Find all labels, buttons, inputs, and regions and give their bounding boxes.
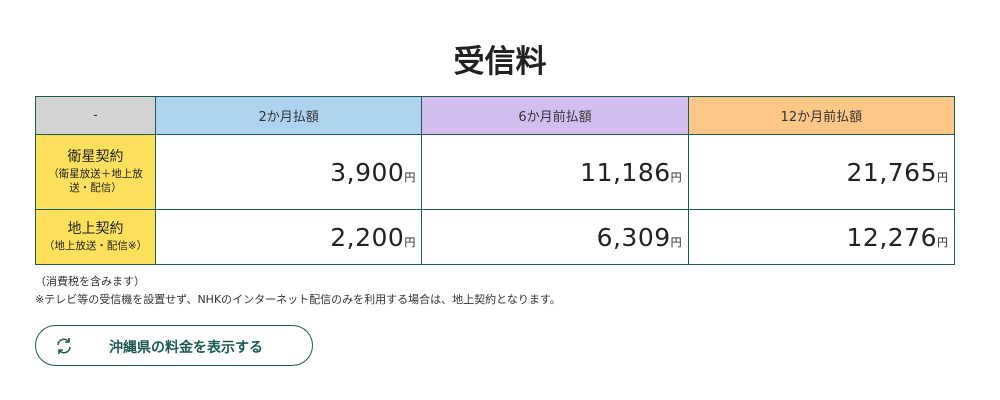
yen-unit: 円 xyxy=(670,235,682,249)
refresh-icon xyxy=(57,338,71,354)
tax-note: （消費税を含みます） xyxy=(35,275,145,288)
header-2-month: 2か月払額 xyxy=(154,96,423,135)
price-cell: 2,200円 xyxy=(154,209,423,265)
fee-table: - 2か月払額 6か月前払額 12か月前払額 衛星契約 （衛星放送＋地上放送・配… xyxy=(35,96,956,265)
price-cell: 21,765円 xyxy=(687,134,956,210)
notes: （消費税を含みます） ※テレビ等の受信機を設置せず、NHKのインターネット配信の… xyxy=(35,273,561,309)
yen-unit: 円 xyxy=(670,170,682,184)
table-row: 衛星契約 （衛星放送＋地上放送・配信） 3,900円 11,186円 21,76… xyxy=(35,134,956,210)
price-value: 6,309 xyxy=(596,222,671,252)
price-cell: 12,276円 xyxy=(687,209,956,265)
yen-unit: 円 xyxy=(404,170,416,184)
header-12-month: 12か月前払額 xyxy=(687,96,956,135)
yen-unit: 円 xyxy=(937,170,948,184)
button-label: 沖縄県の料金を表示する xyxy=(109,340,263,356)
price-value: 11,186 xyxy=(580,157,671,187)
row-label: 衛星契約 xyxy=(67,149,124,166)
row-label: 地上契約 xyxy=(67,221,124,238)
row-label-satellite: 衛星契約 （衛星放送＋地上放送・配信） xyxy=(35,134,156,210)
table-header-row: - 2か月払額 6か月前払額 12か月前払額 xyxy=(35,96,956,135)
header-6-month: 6か月前払額 xyxy=(421,96,689,135)
price-value: 21,765 xyxy=(846,157,937,187)
row-label-terrestrial: 地上契約 （地上放送・配信※） xyxy=(35,209,156,265)
price-cell: 6,309円 xyxy=(421,209,689,265)
header-blank: - xyxy=(35,96,156,135)
table-row: 地上契約 （地上放送・配信※） 2,200円 6,309円 12,276円 xyxy=(35,209,956,265)
price-cell: 3,900円 xyxy=(154,134,423,210)
price-value: 3,900 xyxy=(330,157,405,187)
price-value: 12,276 xyxy=(846,222,937,252)
row-sublabel: （地上放送・配信※） xyxy=(43,240,148,253)
internet-note: ※テレビ等の受信機を設置せず、NHKのインターネット配信のみを利用する場合は、地… xyxy=(35,293,561,306)
price-value: 2,200 xyxy=(330,222,405,252)
show-okinawa-fees-button[interactable]: 沖縄県の料金を表示する xyxy=(35,325,313,366)
yen-unit: 円 xyxy=(937,235,948,249)
yen-unit: 円 xyxy=(404,235,416,249)
price-cell: 11,186円 xyxy=(421,134,689,210)
page-title: 受信料 xyxy=(453,44,547,80)
row-sublabel: （衛星放送＋地上放送・配信） xyxy=(48,168,143,195)
